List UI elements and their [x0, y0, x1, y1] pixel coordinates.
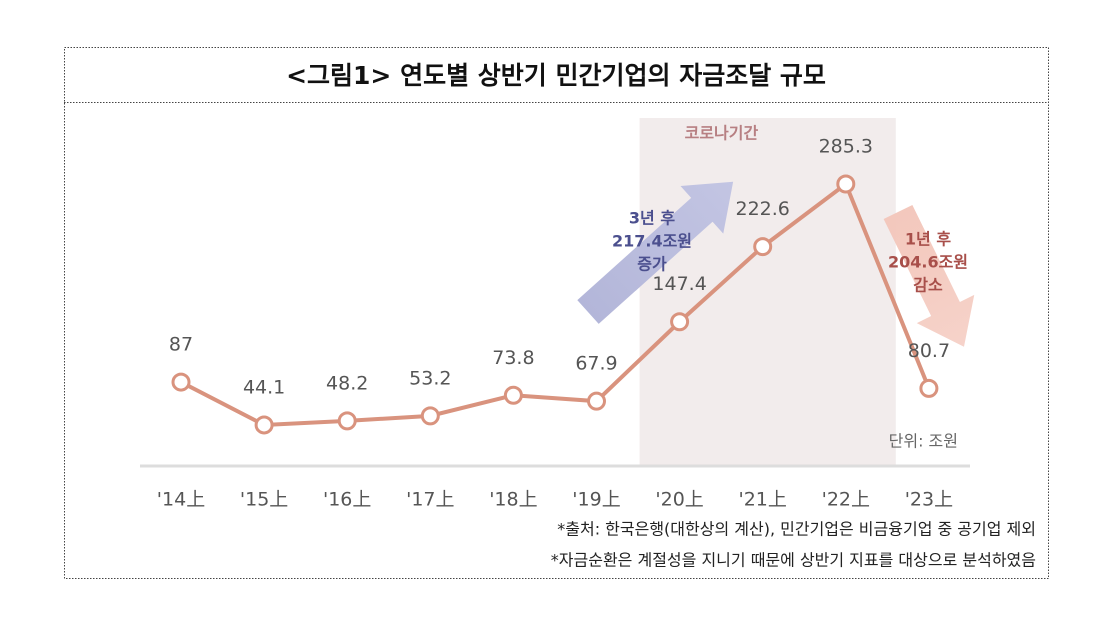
marker: [670, 312, 690, 332]
marker: [171, 372, 191, 392]
frame: [64, 47, 1049, 579]
marker: [503, 385, 523, 405]
data-label: 48.2: [326, 372, 368, 394]
marker: [753, 237, 773, 257]
x-tick-label: '18上: [489, 489, 537, 511]
data-label: 67.9: [575, 353, 617, 375]
x-tick-label: '17上: [406, 489, 454, 511]
decrease-arrow: [883, 204, 975, 347]
annotation: 감소: [913, 276, 943, 295]
data-label: 147.4: [652, 273, 706, 295]
annotation: 증가: [637, 255, 667, 274]
marker: [254, 415, 274, 435]
note: *출처: 한국은행(대한상의 계산), 민간기업은 비금융기업 중 공기업 제외: [557, 520, 1036, 539]
note: *자금순환은 계절성을 지니기 때문에 상반기 지표를 대상으로 분석하였음: [551, 551, 1036, 570]
marker: [919, 378, 939, 398]
x-tick-label: '23上: [905, 489, 953, 511]
annotation: 217.4조원: [612, 232, 692, 251]
marker: [337, 411, 357, 431]
annotation: 1년 후: [905, 230, 951, 249]
shaded-period-label: 코로나기간: [685, 124, 759, 143]
x-tick-label: '19上: [572, 489, 620, 511]
x-tick-label: '21上: [738, 489, 786, 511]
shaded-period: [639, 118, 896, 466]
data-label: 44.1: [243, 376, 285, 398]
data-label: 222.6: [735, 198, 789, 220]
marker: [836, 174, 856, 194]
marker: [420, 406, 440, 426]
x-tick-label: '22上: [822, 489, 870, 511]
annotation: 3년 후: [629, 209, 675, 228]
marker: [587, 391, 606, 411]
chart-title: <그림1> 연도별 상반기 민간기업의 자금조달 규모: [286, 61, 826, 90]
data-label: 73.8: [492, 347, 534, 369]
annotation: 204.6조원: [888, 253, 968, 272]
decrease-arrow-shape: [883, 204, 975, 347]
line: [180, 180, 931, 427]
unit-label: 단위: 조원: [889, 432, 958, 451]
data-label: 87: [169, 334, 193, 356]
x-tick-label: '20上: [655, 489, 703, 511]
x-tick-label: '15上: [240, 489, 288, 511]
x-tick-label: '14上: [157, 489, 205, 511]
data-label: 285.3: [819, 135, 873, 157]
increase-arrow-shape: [577, 181, 734, 324]
data-label: 53.2: [409, 367, 451, 389]
data-label: 80.7: [908, 340, 950, 362]
x-tick-label: '16上: [323, 489, 371, 511]
increase-arrow: [577, 181, 734, 324]
